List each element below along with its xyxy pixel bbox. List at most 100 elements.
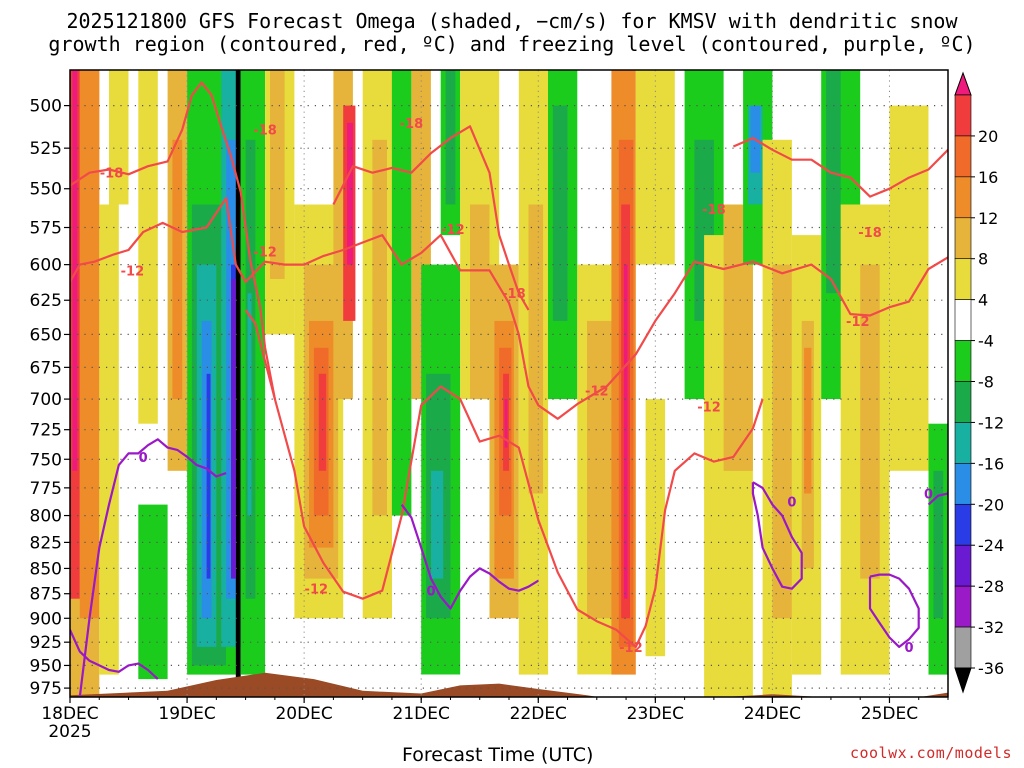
colorbar-label: -16 <box>978 454 1004 473</box>
omega-band-52 <box>552 105 568 321</box>
contour--12-1 <box>244 309 764 648</box>
omega-band-39 <box>431 470 444 579</box>
omega-field <box>70 70 948 697</box>
omega-band-6 <box>138 70 158 424</box>
colorbar-bottom-arrow <box>954 667 972 694</box>
contour-0-7 <box>400 503 539 610</box>
x-tick-label: 25DEC <box>861 704 918 724</box>
x-tick-label: 22DEC <box>510 704 567 724</box>
colorbar-segment <box>954 422 972 464</box>
y-tick-label: 850 <box>30 559 62 579</box>
colorbar-label: -32 <box>978 618 1004 637</box>
y-tick-label: 925 <box>30 633 62 653</box>
omega-band-79 <box>933 470 944 619</box>
omega-band-50 <box>528 204 544 494</box>
y-tick-label: 900 <box>30 609 62 629</box>
omega-band-22 <box>247 293 252 516</box>
x-tick-sublabel: 2025 <box>48 722 91 742</box>
x-tick-label: 23DEC <box>627 704 684 724</box>
omega-band-76 <box>860 264 880 579</box>
contour-label: -12 <box>619 641 643 656</box>
omega-band-72 <box>804 347 812 494</box>
colorbar-segment <box>954 299 972 341</box>
y-tick-label: 775 <box>30 479 62 499</box>
omega-band-48 <box>504 399 508 448</box>
omega-band-5 <box>109 70 129 205</box>
omega-band-69 <box>772 264 792 619</box>
omega-band-58 <box>624 264 628 599</box>
contour-label: -12 <box>121 264 145 279</box>
y-tick-label: 550 <box>30 180 62 200</box>
contour--18-4 <box>732 137 948 198</box>
y-tick-label: 575 <box>30 219 62 239</box>
y-tick-label: 525 <box>30 139 62 159</box>
x-axis-title: Forecast Time (UTC) <box>402 744 594 766</box>
y-tick-label: 975 <box>30 679 62 699</box>
grid <box>70 70 948 697</box>
contour--12-0 <box>70 197 948 420</box>
colorbar-segment <box>954 381 972 423</box>
omega-band-35 <box>391 70 412 516</box>
omega-band-74 <box>826 70 841 294</box>
contour--18-2 <box>70 81 276 400</box>
colorbar-label: 12 <box>978 209 998 228</box>
colorbar-label: -36 <box>978 659 1004 678</box>
contour-label: -12 <box>846 315 870 330</box>
colorbar-label: -4 <box>978 332 994 351</box>
colorbar-label: 20 <box>978 127 998 146</box>
colorbar-segment <box>954 258 972 300</box>
omega-band-19 <box>231 279 236 579</box>
contour-label: 0 <box>904 641 913 656</box>
contour-label: -12 <box>441 223 465 238</box>
omega-band-32 <box>347 122 353 265</box>
omega-band-4 <box>99 204 119 675</box>
colorbar-segment <box>954 135 972 178</box>
omega-band-2 <box>72 70 78 471</box>
x-tick-label: 21DEC <box>393 704 450 724</box>
omega-band-29 <box>318 373 327 471</box>
colorbar-segment <box>954 626 972 669</box>
y-tick-label: 825 <box>30 533 62 553</box>
colorbar-label: -20 <box>978 495 1004 514</box>
colorbar-segment <box>954 585 972 628</box>
contour-label: 0 <box>426 585 435 600</box>
colorbar-label: -24 <box>978 536 1004 555</box>
contours <box>70 81 948 697</box>
omega-band-3 <box>79 70 100 619</box>
omega-band-24 <box>270 70 285 279</box>
colorbar-segment <box>954 463 972 505</box>
x-tick-label: 18DEC <box>41 704 98 724</box>
omega-band-77 <box>889 105 929 471</box>
omega-band-43 <box>470 204 490 400</box>
colorbar-segment <box>954 340 972 382</box>
colorbar-label: 4 <box>978 291 988 310</box>
colorbar-label: 16 <box>978 168 998 187</box>
contour-0-8 <box>751 481 803 590</box>
omega-band-59 <box>635 70 675 265</box>
credit-link[interactable]: coolwx.com/models <box>849 744 1012 762</box>
colorbar-segment <box>954 176 972 219</box>
contour-label: -12 <box>305 583 329 598</box>
y-tick-label: 500 <box>30 97 62 117</box>
y-tick-label: 800 <box>30 507 62 527</box>
colorbar-label: 8 <box>978 250 988 269</box>
contour-0-5 <box>78 438 227 697</box>
chart-title-line-1: 2025121800 GFS Forecast Omega (shaded, −… <box>66 9 958 33</box>
y-tick-label: 650 <box>30 325 62 345</box>
contour-0-9 <box>868 573 920 648</box>
contour-label: -18 <box>253 124 277 139</box>
y-tick-label: 950 <box>30 656 62 676</box>
omega-band-18 <box>235 70 241 693</box>
y-tick-label: 725 <box>30 421 62 441</box>
x-tick-label: 24DEC <box>744 704 801 724</box>
colorbar: 20 16 12 8 4 -4 -8 -12 -16 -20 -24 -28 -32 -36 <box>954 71 1004 694</box>
y-tick-label: 875 <box>30 585 62 605</box>
contour-label: -12 <box>697 401 721 416</box>
contour-label: -12 <box>253 245 277 260</box>
contour-label: -18 <box>702 203 726 218</box>
contour-label: 0 <box>787 495 796 510</box>
contour-0-6 <box>70 629 159 680</box>
x-tick-label: 20DEC <box>275 704 332 724</box>
contour-label: -18 <box>858 226 882 241</box>
